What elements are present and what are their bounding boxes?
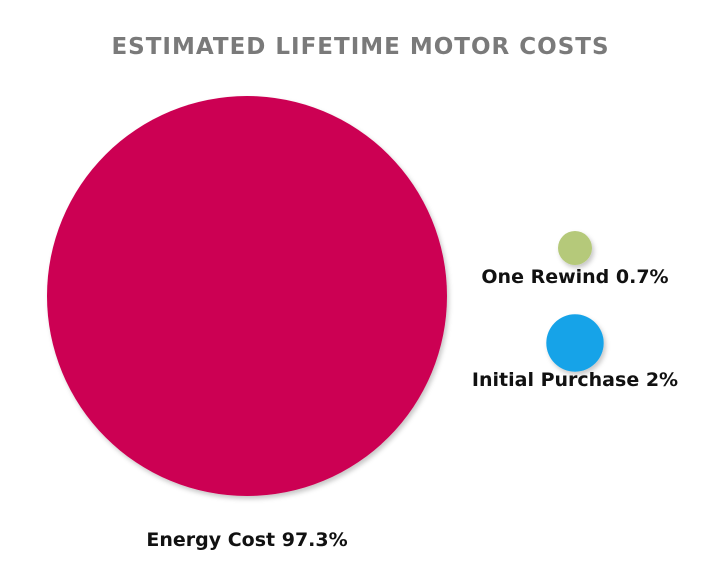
chart-title: ESTIMATED LIFETIME MOTOR COSTS [111,34,610,60]
bubble-one-rewind [558,231,592,265]
bubbles-layer [47,96,604,496]
labels-layer: Energy Cost 97.3% One Rewind 0.7% Initial … [146,266,678,551]
bubble-energy-cost [47,96,447,496]
label-initial-purchase: Initial Purchase 2% [472,369,678,391]
label-one-rewind: One Rewind 0.7% [481,266,668,288]
label-energy-cost: Energy Cost 97.3% [146,529,347,551]
bubble-initial-purchase [546,314,604,372]
